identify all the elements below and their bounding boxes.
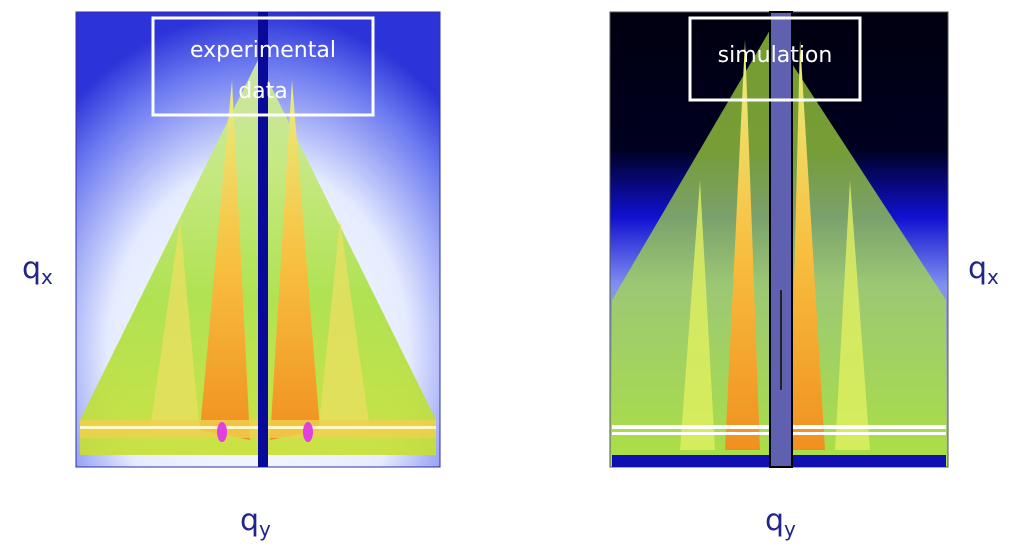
figure: experimental data simulation qx qy qx qy — [0, 0, 1009, 549]
panel-label: data — [238, 79, 288, 104]
text: y — [784, 517, 796, 541]
text: x — [41, 265, 53, 289]
text: q — [22, 251, 41, 286]
x-axis-label: qy — [765, 503, 796, 541]
y-axis-label: qx — [22, 251, 53, 289]
text: q — [968, 251, 987, 286]
panel-label: experimental — [190, 38, 336, 63]
x-axis-label: qy — [240, 503, 271, 541]
simulation-panel: simulation — [610, 12, 948, 467]
y-axis-label: qx — [968, 251, 999, 289]
text: q — [240, 503, 259, 538]
experimental-panel: experimental data — [76, 12, 440, 467]
text: q — [765, 503, 784, 538]
text: x — [987, 265, 999, 289]
text: y — [259, 517, 271, 541]
panel-label: simulation — [718, 43, 833, 68]
